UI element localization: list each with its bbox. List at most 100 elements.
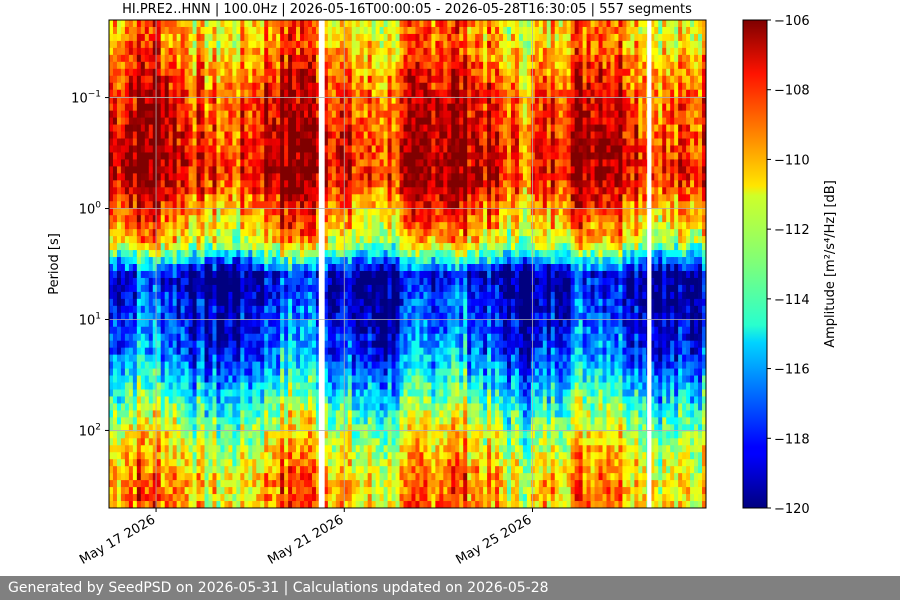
heatmap-cell xyxy=(144,466,150,474)
heatmap-cell xyxy=(128,180,134,188)
heatmap-cell xyxy=(284,452,289,460)
heatmap-cell xyxy=(109,326,114,335)
heatmap-cell xyxy=(355,138,361,146)
heatmap-cell xyxy=(323,61,329,70)
heatmap-cell xyxy=(300,494,305,502)
heatmap-cell xyxy=(339,452,345,460)
heatmap-cell xyxy=(315,243,321,251)
heatmap-cell xyxy=(300,173,305,181)
heatmap-cell xyxy=(343,473,349,481)
heatmap-cell xyxy=(124,403,130,411)
heatmap-cell xyxy=(128,466,134,474)
heatmap-cell xyxy=(331,494,337,502)
heatmap-cell xyxy=(308,215,313,223)
heatmap-cell xyxy=(112,466,118,474)
heatmap-cell xyxy=(292,103,297,112)
heatmap-cell xyxy=(311,403,317,411)
heatmap-cell xyxy=(355,236,361,244)
heatmap-cell xyxy=(244,201,249,209)
heatmap-cell xyxy=(383,40,388,49)
heatmap-cell xyxy=(311,20,317,28)
heatmap-cell xyxy=(109,438,114,446)
heatmap-cell xyxy=(323,68,329,77)
heatmap-cell xyxy=(252,291,257,300)
heatmap-cell xyxy=(224,145,229,153)
heatmap-cell xyxy=(288,431,293,439)
heatmap-cell xyxy=(300,284,305,293)
heatmap-cell xyxy=(208,40,213,49)
heatmap-cell xyxy=(152,264,158,272)
heatmap-cell xyxy=(176,159,182,167)
heatmap-cell xyxy=(128,445,134,453)
heatmap-cell xyxy=(172,117,178,125)
heatmap-cell xyxy=(280,312,285,321)
heatmap-cell xyxy=(288,103,293,112)
heatmap-cell xyxy=(359,47,365,56)
heatmap-cell xyxy=(120,347,126,356)
heatmap-cell xyxy=(168,75,174,84)
heatmap-cell xyxy=(148,236,154,244)
heatmap-cell xyxy=(212,431,217,439)
heatmap-cell xyxy=(268,236,273,244)
heatmap-cell xyxy=(112,312,118,321)
heatmap-cell xyxy=(228,152,233,160)
heatmap-cell xyxy=(359,410,365,418)
heatmap-cell xyxy=(323,257,329,265)
heatmap-cell xyxy=(268,222,273,230)
heatmap-cell xyxy=(296,110,301,118)
heatmap-cell xyxy=(367,424,373,432)
heatmap-cell xyxy=(160,375,166,383)
heatmap-cell xyxy=(224,431,229,439)
heatmap-cell xyxy=(327,319,333,328)
heatmap-cell xyxy=(288,480,293,488)
heatmap-cell xyxy=(200,270,205,279)
heatmap-cell xyxy=(212,319,217,328)
heatmap-cell xyxy=(188,291,193,300)
heatmap-cell xyxy=(248,501,253,509)
heatmap-cell xyxy=(308,138,313,146)
heatmap-cell xyxy=(232,270,237,279)
heatmap-cell xyxy=(208,26,213,35)
heatmap-cell xyxy=(383,257,388,265)
heatmap-cell xyxy=(164,68,170,77)
heatmap-cell xyxy=(204,445,209,453)
heatmap-cell xyxy=(323,82,329,91)
heatmap-cell xyxy=(355,26,361,35)
heatmap-cell xyxy=(192,312,197,321)
heatmap-cell xyxy=(363,403,369,411)
heatmap-cell xyxy=(367,54,373,63)
heatmap-cell xyxy=(184,61,189,70)
heatmap-cell xyxy=(379,452,385,460)
heatmap-cell xyxy=(347,452,353,460)
heatmap-cell xyxy=(272,445,277,453)
heatmap-cell xyxy=(176,375,182,383)
heatmap-cell xyxy=(236,117,241,125)
heatmap-cell xyxy=(192,368,197,376)
heatmap-cell xyxy=(296,54,301,63)
heatmap-cell xyxy=(343,208,349,216)
heatmap-cell xyxy=(272,96,277,105)
heatmap-cell xyxy=(260,75,265,84)
heatmap-cell xyxy=(347,47,353,56)
heatmap-cell xyxy=(351,466,357,474)
heatmap-cell xyxy=(331,194,337,202)
heatmap-cell xyxy=(272,403,277,411)
heatmap-cell xyxy=(272,145,277,153)
heatmap-cell xyxy=(140,20,146,28)
heatmap-cell xyxy=(300,291,305,300)
heatmap-cell xyxy=(339,82,345,91)
heatmap-cell xyxy=(351,270,357,279)
heatmap-cell xyxy=(204,389,209,397)
heatmap-cell xyxy=(288,47,293,56)
heatmap-cell xyxy=(367,257,373,265)
heatmap-cell xyxy=(292,166,297,174)
heatmap-cell xyxy=(355,389,361,397)
heatmap-cell xyxy=(124,354,130,362)
heatmap-cell xyxy=(156,438,162,446)
heatmap-cell xyxy=(304,145,309,153)
heatmap-cell xyxy=(280,159,285,167)
heatmap-cell xyxy=(176,61,182,70)
heatmap-cell xyxy=(109,277,114,286)
heatmap-cell xyxy=(224,229,229,237)
heatmap-cell xyxy=(140,131,146,139)
